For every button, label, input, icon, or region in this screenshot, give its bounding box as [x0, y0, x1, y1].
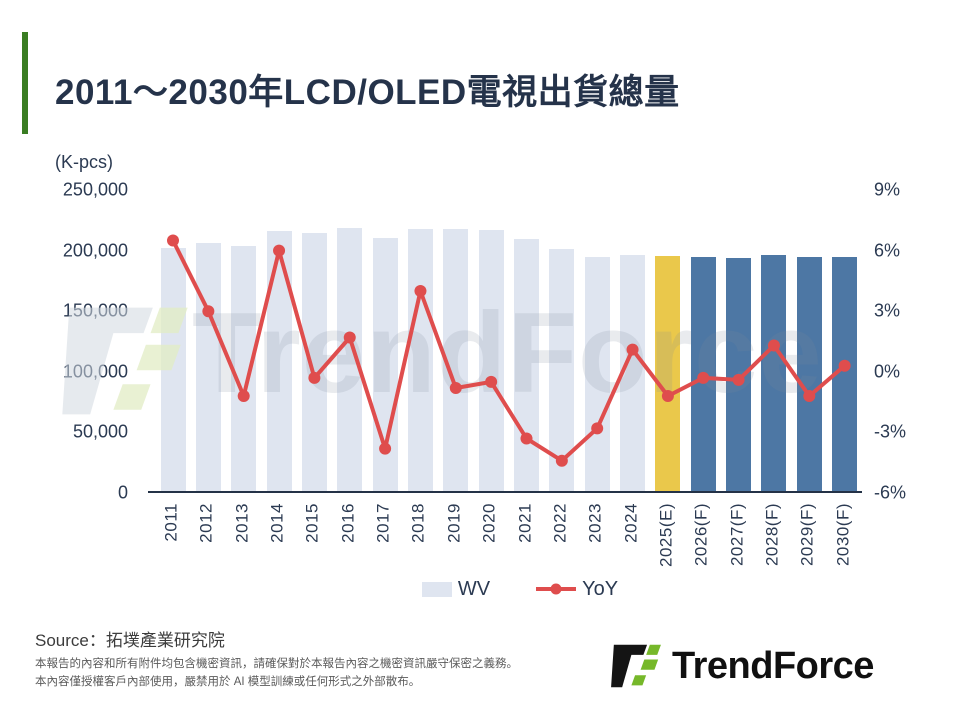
- x-label-2028(F): 2028(F): [762, 503, 782, 567]
- x-label-2024: 2024: [620, 503, 640, 543]
- disclaimer-line-1: 本報告的內容和所有附件均包含機密資訊，請確保對於本報告內容之機密資訊嚴守保密之義…: [35, 658, 518, 670]
- x-label-2012: 2012: [196, 503, 216, 543]
- right-axis-tick--3: -3%: [874, 421, 907, 442]
- trendforce-logo-icon: [611, 644, 661, 688]
- x-label-2017: 2017: [373, 503, 393, 543]
- bar-2027(F): [726, 257, 752, 492]
- right-axis-tick-0: 0%: [874, 361, 901, 382]
- legend-item-yoy: YoY: [536, 578, 618, 601]
- bar-2023: [584, 257, 610, 492]
- page-title: 2011～2030年LCD/OLED電視出貨總量: [55, 73, 680, 112]
- x-label-2013: 2013: [232, 503, 252, 543]
- right-axis-tick-6: 6%: [874, 240, 901, 261]
- x-label-2021: 2021: [514, 503, 534, 543]
- x-label-2027(F): 2027(F): [726, 503, 746, 567]
- bar-2015: [301, 233, 327, 492]
- bar-2017: [372, 238, 398, 492]
- source-text: Source：拓墣產業研究院: [35, 631, 225, 650]
- bar-2024: [620, 254, 646, 492]
- wv-swatch-icon: [421, 581, 452, 597]
- trendforce-logo-text: TrendForce: [672, 644, 874, 687]
- bar-2030(F): [832, 256, 858, 492]
- bar-2026(F): [690, 256, 716, 492]
- legend-wv-label: WV: [457, 577, 491, 600]
- bar-2029(F): [796, 257, 822, 492]
- x-label-2022: 2022: [550, 503, 570, 543]
- x-label-2030(F): 2030(F): [833, 503, 853, 567]
- x-label-2020: 2020: [479, 503, 499, 543]
- chart-legend: WV YoY: [280, 576, 760, 602]
- bar-2013: [231, 245, 257, 492]
- left-axis-unit-label: (K-pcs): [55, 152, 113, 172]
- x-label-2016: 2016: [338, 503, 358, 543]
- bar-2016: [337, 227, 363, 492]
- x-label-2023: 2023: [585, 503, 605, 543]
- bar-2019: [443, 229, 469, 492]
- bar-2022: [549, 249, 575, 492]
- disclaimer-line-2: 本內容僅授權客戶內部使用，嚴禁用於 AI 模型訓練或任何形式之外部散布。: [35, 676, 421, 688]
- bar-2014: [266, 231, 292, 492]
- bar-2011: [160, 248, 186, 492]
- right-axis-tick--6: -6%: [874, 482, 907, 503]
- left-axis-tick-250000: 250,000: [62, 179, 128, 200]
- x-label-2011: 2011: [161, 503, 181, 542]
- x-axis-line: [148, 491, 862, 493]
- legend-item-wv: WV: [421, 577, 491, 601]
- x-label-2019: 2019: [444, 503, 464, 543]
- left-axis-tick-100000: 100,000: [62, 361, 128, 382]
- x-label-2018: 2018: [408, 503, 428, 543]
- left-axis-tick-200000: 200,000: [62, 240, 128, 261]
- left-axis-tick-0: 0: [117, 482, 128, 503]
- bar-2025(E): [655, 256, 681, 492]
- x-label-2029(F): 2029(F): [797, 503, 817, 567]
- bar-2028(F): [761, 254, 787, 492]
- x-label-2025(E): 2025(E): [656, 503, 676, 567]
- bar-2020: [478, 229, 504, 492]
- right-axis-tick-9: 9%: [874, 179, 901, 200]
- x-label-2014: 2014: [267, 503, 287, 543]
- legend-yoy-label: YoY: [582, 577, 619, 600]
- left-axis-tick-150000: 150,000: [62, 300, 128, 321]
- yoy-point-2011: [167, 234, 179, 247]
- bar-2021: [514, 239, 539, 492]
- x-label-2015: 2015: [302, 503, 322, 543]
- title-accent-bar: [22, 32, 28, 134]
- right-axis-tick-3: 3%: [874, 300, 901, 321]
- left-axis-tick-50000: 50,000: [72, 421, 128, 442]
- bar-2012: [195, 243, 221, 492]
- bar-2018: [407, 228, 433, 492]
- trendforce-logo: TrendForce: [610, 642, 874, 690]
- yoy-line-icon: [536, 583, 577, 595]
- x-label-2026(F): 2026(F): [691, 503, 711, 567]
